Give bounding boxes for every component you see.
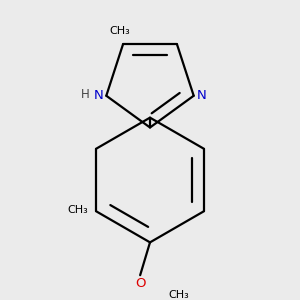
Text: N: N [196,89,206,102]
Text: N: N [94,89,104,102]
Text: CH₃: CH₃ [168,290,189,300]
Text: CH₃: CH₃ [67,205,88,214]
Text: CH₃: CH₃ [109,26,130,36]
Text: O: O [135,277,146,290]
Text: H: H [80,88,89,100]
